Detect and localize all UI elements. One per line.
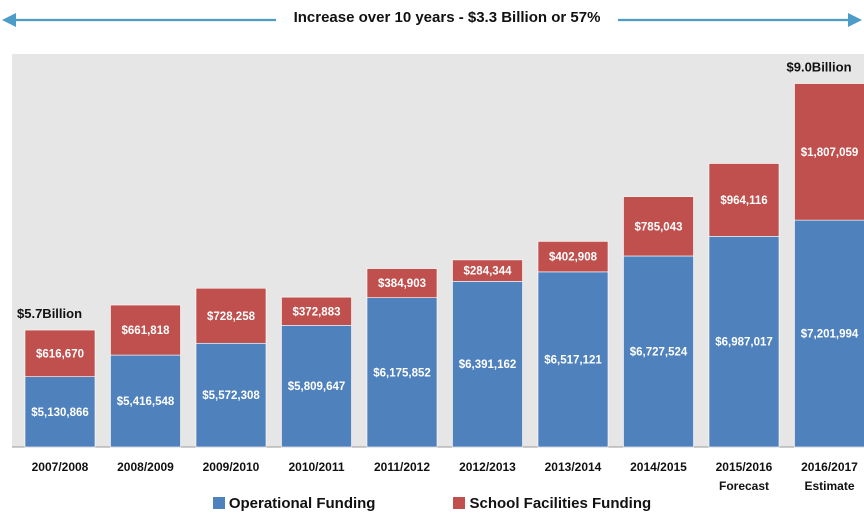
x-tick-label: 2013/2014 xyxy=(545,460,602,474)
x-tick-label: 2010/2011 xyxy=(288,460,344,474)
data-label-operational: $5,809,647 xyxy=(288,381,346,393)
bar-facilities xyxy=(195,287,267,344)
x-tick-label: 2011/2012 xyxy=(374,460,430,474)
bar-facilities xyxy=(452,259,523,282)
x-tick-label: 2016/2017 xyxy=(801,460,858,474)
x-tick-sublabel: Estimate xyxy=(804,479,854,493)
data-label-facilities: $402,908 xyxy=(549,252,598,264)
data-label-operational: $7,201,994 xyxy=(801,329,859,341)
bar-operational xyxy=(537,271,609,448)
data-label-operational: $6,175,852 xyxy=(373,367,431,379)
total-annotation: $9.0Billion xyxy=(787,60,852,75)
bar-operational xyxy=(623,255,694,448)
x-tick-label: 2014/2015 xyxy=(630,460,687,474)
bar-operational xyxy=(708,236,780,448)
data-label-operational: $5,572,308 xyxy=(202,390,260,402)
bar-operational xyxy=(110,354,181,448)
title-backdrop xyxy=(276,8,618,32)
legend: Operational Funding School Facilities Fu… xyxy=(0,492,864,514)
legend-label-operational: Operational Funding xyxy=(228,494,376,512)
bar-facilities xyxy=(794,83,864,221)
data-label-operational: $5,416,548 xyxy=(117,396,175,408)
data-label-operational: $5,130,866 xyxy=(31,407,89,419)
bar-facilities xyxy=(110,304,181,356)
arrow-head-left xyxy=(2,13,16,27)
x-tick-label: 2015/2016 xyxy=(716,460,773,474)
total-annotation: $5.7Billion xyxy=(17,306,82,321)
legend-label-facilities: School Facilities Funding xyxy=(469,494,652,512)
data-label-facilities: $728,258 xyxy=(207,311,256,323)
x-tick-label: 2012/2013 xyxy=(459,460,516,474)
legend-swatch-facilities xyxy=(453,497,466,509)
bar-facilities xyxy=(537,241,609,273)
legend-item-operational: Operational Funding xyxy=(212,492,376,514)
increase-arrow xyxy=(2,8,862,32)
data-label-facilities: $661,818 xyxy=(122,325,171,337)
x-tick-label: 2007/2008 xyxy=(32,460,89,474)
data-label-facilities: $964,116 xyxy=(720,195,767,207)
x-tick-label: 2009/2010 xyxy=(203,460,260,474)
data-label-operational: $6,987,017 xyxy=(715,337,773,349)
bar-facilities xyxy=(708,163,780,237)
data-label-facilities: $384,903 xyxy=(378,278,426,290)
data-label-facilities: $372,883 xyxy=(293,306,341,318)
data-label-operational: $6,727,524 xyxy=(630,346,688,358)
data-label-facilities: $1,807,059 xyxy=(801,147,859,159)
data-label-facilities: $616,670 xyxy=(36,348,84,360)
data-label-facilities: $785,043 xyxy=(635,221,683,233)
data-label-operational: $6,517,121 xyxy=(544,354,602,366)
data-label-facilities: $284,344 xyxy=(464,266,513,278)
bar-operational xyxy=(452,281,523,448)
bars: $5,130,866 $616,670 $5,416,548 $661,818 $5,5… xyxy=(17,60,864,448)
x-tick-sublabel: Forecast xyxy=(719,479,769,493)
legend-item-facilities: School Facilities Funding xyxy=(453,492,651,514)
x-tick-label: 2008/2009 xyxy=(117,460,174,474)
bar-facilities xyxy=(24,329,96,377)
bar-operational xyxy=(366,297,438,448)
bar-facilities xyxy=(281,296,352,326)
legend-swatch-operational xyxy=(212,497,225,509)
x-axis-labels: 2007/2008 2008/2009 2009/2010 2010/2011 2011… xyxy=(32,460,859,493)
chart-title: Increase over 10 years - $3.3 Billion or… xyxy=(294,9,601,26)
arrow-head-right xyxy=(848,13,862,27)
bar-facilities xyxy=(366,268,438,298)
bar-operational xyxy=(281,325,352,448)
bar-facilities xyxy=(623,196,694,257)
data-label-operational: $6,391,162 xyxy=(459,359,517,371)
bar-operational xyxy=(794,219,864,448)
